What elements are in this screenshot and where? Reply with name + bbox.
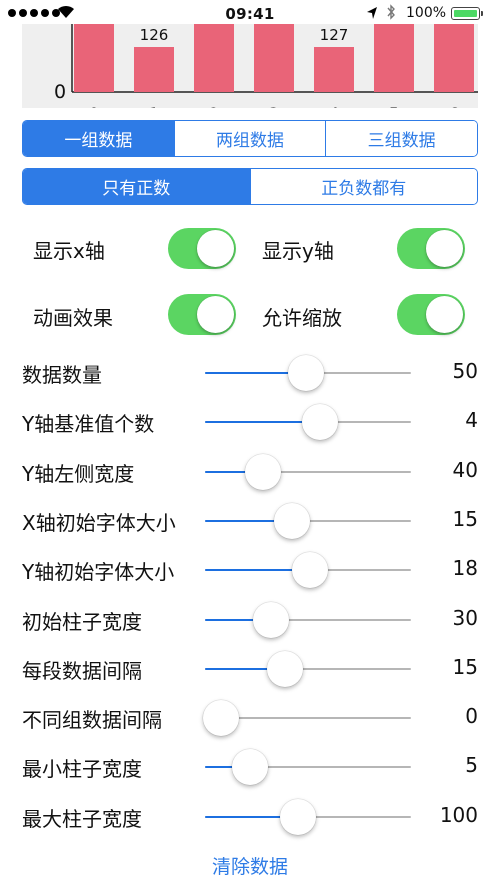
show-x-axis-switch[interactable]	[168, 228, 236, 269]
show-x-axis-label: 显示x轴	[33, 239, 105, 263]
slider-fill	[205, 619, 271, 621]
slider-value: 18	[452, 556, 478, 580]
bar-4	[314, 47, 354, 92]
switch-knob	[426, 296, 463, 333]
slider-track[interactable]	[205, 799, 411, 835]
slider-label: Y轴左侧宽度	[22, 462, 135, 486]
x-tick-label-2: 2	[209, 104, 219, 108]
slider-label: 最大柱子宽度	[22, 807, 142, 831]
slider-value: 5	[465, 753, 478, 777]
slider-track[interactable]	[203, 700, 411, 736]
slider-track[interactable]	[205, 552, 411, 588]
slider-track[interactable]	[205, 651, 411, 687]
slider-track[interactable]	[205, 749, 411, 785]
x-tick-label-4: 4	[329, 104, 339, 108]
switch-knob	[197, 296, 234, 333]
segment-two-groups[interactable]: 两组数据	[173, 121, 326, 156]
slider-label: Y轴基准值个数	[22, 412, 155, 436]
slider-thumb[interactable]	[232, 749, 269, 785]
location-arrow-icon	[367, 7, 377, 19]
slider-thumb[interactable]	[279, 799, 316, 835]
sign-segmented-control[interactable]: 只有正数 正负数都有	[22, 168, 478, 205]
slider-track[interactable]	[205, 404, 411, 440]
slider-value: 15	[452, 507, 478, 531]
x-tick-label-0: 0	[89, 104, 99, 108]
clear-data-button[interactable]: 清除数据	[211, 856, 288, 878]
slider-fill	[205, 569, 311, 571]
slider-thumb[interactable]	[302, 404, 339, 440]
slider-value: 40	[452, 458, 478, 482]
show-y-axis-label: 显示y轴	[262, 239, 334, 263]
segment-three-groups[interactable]: 三组数据	[325, 121, 477, 156]
slider-value: 15	[452, 655, 478, 679]
slider-fill	[205, 372, 306, 374]
battery-icon	[451, 7, 483, 20]
allow-zoom-label: 允许缩放	[262, 306, 342, 330]
y-axis-zero-label: 0	[54, 81, 66, 103]
switch-knob	[426, 230, 463, 267]
x-tick-label-1: 1	[149, 104, 159, 108]
x-tick-label-5: 5	[389, 104, 399, 108]
slider-fill	[205, 471, 263, 473]
bar-chart-svg: 0 0 126 1 2 3 127 4 5 6	[54, 24, 478, 108]
slider-thumb[interactable]	[287, 355, 324, 391]
slider-track[interactable]	[205, 503, 411, 539]
slider-label: 数据数量	[22, 363, 102, 387]
slider-label: Y轴初始字体大小	[22, 560, 175, 584]
slider-label: 初始柱子宽度	[22, 610, 142, 634]
allow-zoom-switch[interactable]	[397, 294, 465, 335]
signal-strength-icon	[8, 9, 60, 17]
slider-label: 最小柱子宽度	[22, 757, 142, 781]
slider-value: 4	[465, 408, 478, 432]
bar-3	[254, 24, 294, 92]
slider-fill	[205, 766, 251, 768]
x-tick-label-6: 6	[449, 104, 459, 108]
bar-0	[74, 24, 114, 92]
slider-label: 不同组数据间隔	[22, 708, 162, 732]
x-tick-label-3: 3	[269, 104, 279, 108]
slider-thumb[interactable]	[267, 651, 304, 687]
bar-chart[interactable]: 0 0 126 1 2 3 127 4 5 6	[22, 24, 478, 108]
slider-value: 50	[452, 359, 478, 383]
slider-label: 每段数据间隔	[22, 659, 142, 683]
battery-percent: 100%	[406, 5, 447, 21]
slider-thumb[interactable]	[203, 700, 240, 736]
wifi-icon	[58, 5, 74, 18]
switch-knob	[197, 230, 234, 267]
bluetooth-icon	[387, 4, 395, 20]
slider-track[interactable]	[205, 355, 411, 391]
slider-fill	[205, 668, 286, 670]
status-time: 09:41	[225, 5, 275, 23]
segment-positive-only[interactable]: 只有正数	[23, 169, 250, 204]
bar-6	[434, 24, 474, 92]
slider-thumb[interactable]	[292, 552, 329, 588]
slider-fill	[205, 816, 298, 818]
show-y-axis-switch[interactable]	[397, 228, 465, 269]
animation-label: 动画效果	[33, 306, 113, 330]
bar-2	[194, 24, 234, 92]
bar-5	[374, 24, 414, 92]
status-bar: 09:41 100%	[0, 0, 500, 28]
bar-1	[134, 47, 174, 92]
slider-value: 0	[465, 704, 478, 728]
data-label-4: 127	[320, 26, 349, 44]
segment-positive-and-negative[interactable]: 正负数都有	[249, 169, 477, 204]
group-count-segmented-control[interactable]: 一组数据 两组数据 三组数据	[22, 120, 478, 157]
segment-one-group[interactable]: 一组数据	[23, 121, 174, 156]
slider-fill	[205, 520, 292, 522]
slider-value: 100	[439, 803, 478, 827]
animation-switch[interactable]	[168, 294, 236, 335]
slider-track[interactable]	[205, 602, 411, 638]
slider-thumb[interactable]	[252, 602, 289, 638]
slider-value: 30	[452, 606, 478, 630]
data-label-1: 126	[140, 26, 169, 44]
slider-thumb[interactable]	[244, 454, 281, 490]
slider-track[interactable]	[205, 454, 411, 490]
slider-thumb[interactable]	[273, 503, 310, 539]
slider-fill	[205, 421, 321, 423]
slider-label: X轴初始字体大小	[22, 511, 176, 535]
